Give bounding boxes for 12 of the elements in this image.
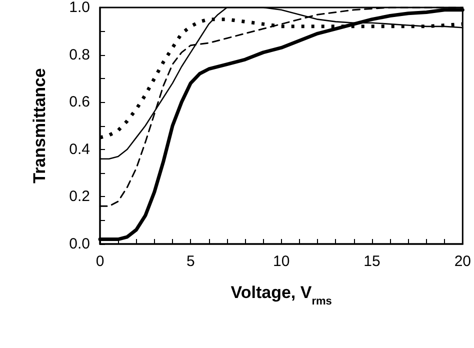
y-tick-label: 0.4 xyxy=(69,140,90,158)
y-tick-label: 0.2 xyxy=(69,188,90,206)
x-tick-label: 15 xyxy=(364,253,380,270)
y-tick-label: 0.0 xyxy=(69,236,90,252)
x-tick-label: 0 xyxy=(96,253,104,270)
x-tick-label: 10 xyxy=(272,253,290,270)
y-tick-label: 0.6 xyxy=(69,94,90,111)
x-tick-label: 20 xyxy=(454,253,471,270)
y-tick-label: 1.0 xyxy=(69,0,90,16)
y-axis-title: Transmittance xyxy=(30,68,49,184)
y-tick-label: 0.8 xyxy=(69,46,90,64)
x-tick-label: 5 xyxy=(186,253,195,270)
